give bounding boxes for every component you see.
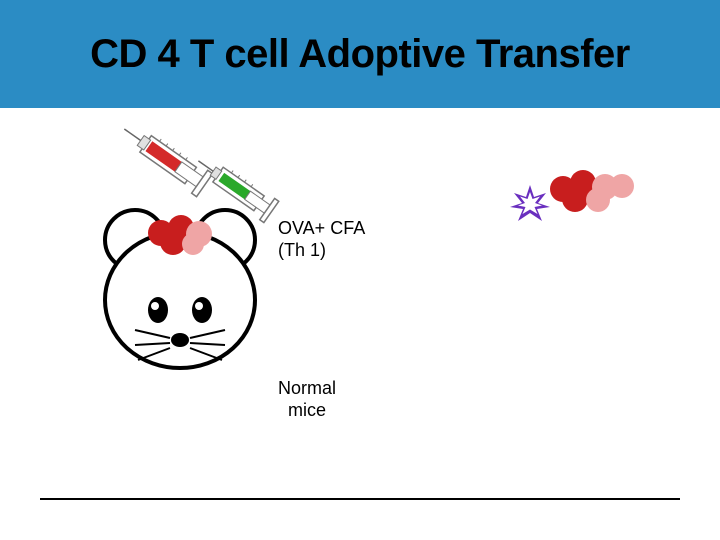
slide-title: CD 4 T cell Adoptive Transfer — [0, 32, 720, 77]
star-icon — [508, 183, 552, 227]
label-normal-mice: Normal mice — [278, 378, 336, 421]
label-ova-cfa: OVA+ CFA (Th 1) — [278, 218, 365, 261]
footer-divider — [40, 498, 680, 500]
label-normal-line: Normal mice — [278, 378, 336, 420]
label-ova-line1: OVA+ CFA (Th 1) — [278, 218, 365, 260]
cell-cluster-mouse — [140, 215, 220, 265]
